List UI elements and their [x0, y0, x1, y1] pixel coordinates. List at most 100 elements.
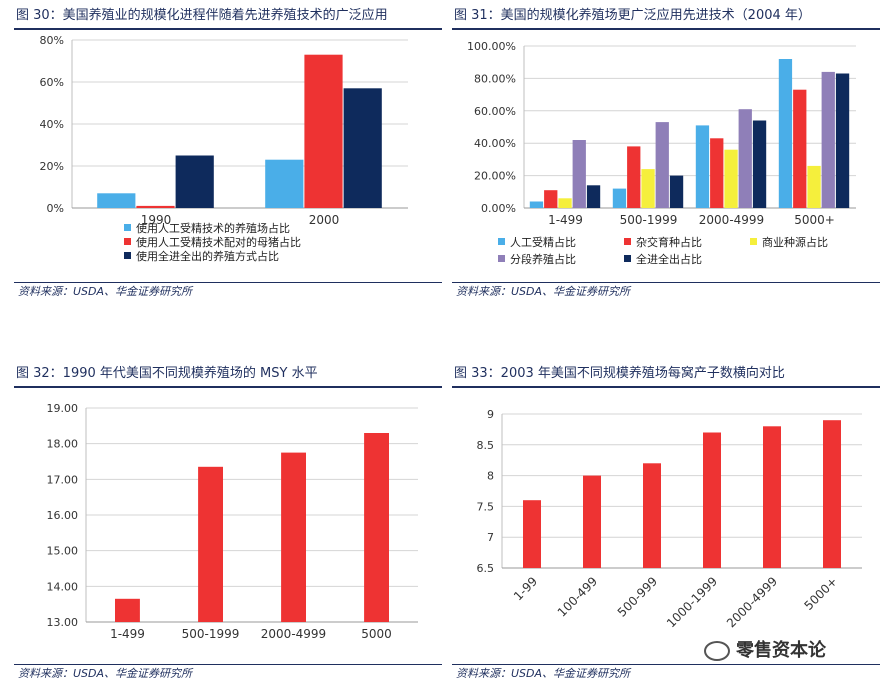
fig31-bar [695, 125, 710, 208]
figure-33-panel: 图 33：2003 年美国不同规模养殖场每窝产子数横向对比 6.5 7 7.5 8 8.… [452, 362, 880, 686]
fig31-bar [724, 149, 738, 208]
fig32-bar [364, 433, 389, 622]
fig30-legend-label: 使用人工受精技术配对的母猪占比 [136, 235, 301, 249]
fig33-bar [523, 500, 541, 568]
fig31-bar [835, 73, 850, 208]
fig30-ytick-label: 80% [40, 34, 64, 47]
fig33-bar [643, 463, 661, 568]
fig32-ytick-label: 16.00 [47, 509, 79, 522]
fig31-bar [738, 109, 752, 208]
watermark: 零售资本论 [704, 636, 880, 666]
fig30-legend-label: 使用全进全出的养殖方式占比 [136, 249, 279, 263]
figure-31-title: 图 31：美国的规模化养殖场更广泛应用先进技术（2004 年） [452, 4, 880, 30]
fig30-ytick-label: 60% [40, 76, 64, 89]
fig33-bar [823, 420, 841, 568]
fig32-xtick-label: 5000 [361, 627, 392, 641]
fig30-legend-swatch [124, 238, 131, 245]
fig31-bar [655, 122, 669, 208]
fig31-xtick-label: 5000+ [794, 213, 835, 227]
fig31-ytick-label: 100.00% [467, 40, 516, 53]
fig31-bar [558, 198, 572, 208]
fig30-bar [265, 159, 304, 208]
fig31-bar [778, 59, 793, 208]
fig30-legend-swatch [124, 252, 131, 259]
figure-33-source: 资料来源：USDA、华金证券研究所 [452, 664, 880, 684]
fig31-legend-label: 全进全出占比 [636, 252, 702, 266]
figure-33-chart: 6.5 7 7.5 8 8.5 9 1-99 100-499 500-999 1000-1999 2… [477, 408, 862, 630]
fig33-ytick-label: 8.5 [477, 439, 495, 452]
fig33-bar [583, 475, 601, 568]
figure-32-title: 图 32：1990 年代美国不同规模养殖场的 MSY 水平 [14, 362, 442, 388]
fig30-ytick-label: 20% [40, 160, 64, 173]
figure-33-title: 图 33：2003 年美国不同规模养殖场每窝产子数横向对比 [452, 362, 880, 388]
figure-30-title: 图 30：美国养殖业的规模化进程伴随着先进养殖技术的广泛应用 [14, 4, 442, 30]
figure-31-panel: 图 31：美国的规模化养殖场更广泛应用先进技术（2004 年） 0.00% 20.… [452, 4, 880, 304]
fig31-ytick-label: 80.00% [474, 72, 516, 85]
figure-31-chart: 0.00% 20.00% 40.00% 60.00% 80.00% 100.00% 1-49… [467, 40, 856, 266]
fig31-bar [627, 146, 641, 208]
figure-30-source: 资料来源：USDA、华金证券研究所 [14, 282, 442, 302]
fig30-bar [97, 193, 136, 208]
fig31-xtick-label: 2000-4999 [699, 213, 764, 227]
fig33-ytick-label: 6.5 [477, 562, 495, 575]
fig31-legend-label: 杂交育种占比 [636, 235, 702, 249]
fig31-legend-swatch [750, 238, 757, 245]
fig31-bar [807, 165, 821, 208]
fig31-bar [752, 120, 767, 208]
fig30-bar [304, 54, 343, 209]
fig30-bar [136, 205, 175, 208]
fig31-bar [586, 185, 601, 208]
fig31-ytick-label: 60.00% [474, 105, 516, 118]
figure-31-source: 资料来源：USDA、华金证券研究所 [452, 282, 880, 302]
fig31-bar [529, 201, 544, 208]
fig31-xtick-label: 1-499 [548, 213, 583, 227]
fig32-bar [281, 452, 306, 622]
fig31-bar [669, 175, 684, 208]
fig33-xtick-label: 2000-4999 [724, 574, 780, 630]
fig31-xtick-label: 500-1999 [620, 213, 678, 227]
fig32-ytick-label: 15.00 [47, 545, 79, 558]
fig31-bar [612, 188, 627, 208]
fig30-ytick-label: 40% [40, 118, 64, 131]
fig33-ytick-label: 8 [487, 470, 494, 483]
fig31-legend-swatch [624, 238, 631, 245]
fig33-xtick-label: 1-99 [511, 574, 540, 603]
fig33-xtick-label: 100-499 [555, 574, 600, 619]
fig31-legend-swatch [498, 255, 505, 262]
fig31-legend-swatch [624, 255, 631, 262]
fig32-ytick-label: 13.00 [47, 616, 79, 629]
fig33-xtick-label: 500-999 [615, 574, 660, 619]
fig30-legend-label: 使用人工受精技术的养殖场占比 [136, 221, 290, 235]
fig33-ytick-label: 9 [487, 408, 494, 421]
fig30-xtick-label: 1990 [141, 213, 172, 227]
fig32-bar [198, 466, 223, 622]
fig31-legend-label: 分段养殖占比 [510, 252, 576, 266]
figure-32-chart: 13.00 14.00 15.00 16.00 17.00 18.00 19.00 1-499… [47, 402, 418, 641]
fig31-bar [793, 89, 807, 208]
fig32-ytick-label: 19.00 [47, 402, 79, 415]
fig30-bar [175, 155, 214, 208]
fig33-bar [763, 426, 781, 568]
fig30-legend-swatch [124, 224, 131, 231]
fig32-ytick-label: 18.00 [47, 438, 79, 451]
fig31-bar [821, 71, 835, 209]
fig33-xtick-label: 5000+ [802, 574, 841, 613]
fig31-bar [641, 169, 655, 208]
fig30-ytick-label: 0% [47, 202, 64, 215]
fig31-ytick-label: 40.00% [474, 137, 516, 150]
wechat-icon [704, 641, 730, 661]
fig32-bar [115, 598, 140, 622]
fig33-ytick-label: 7 [487, 531, 494, 544]
fig31-legend-label: 商业种源占比 [762, 235, 828, 249]
figure-32-source: 资料来源：USDA、华金证券研究所 [14, 664, 442, 684]
fig31-legend-swatch [498, 238, 505, 245]
fig30-xtick-label: 2000 [309, 213, 340, 227]
fig32-ytick-label: 14.00 [47, 580, 79, 593]
fig32-xtick-label: 1-499 [110, 627, 145, 641]
fig31-legend-label: 人工受精占比 [510, 235, 576, 249]
fig32-ytick-label: 17.00 [47, 473, 79, 486]
fig32-xtick-label: 500-1999 [182, 627, 240, 641]
figure-30-panel: 图 30：美国养殖业的规模化进程伴随着先进养殖技术的广泛应用 0% 20% 40% 6… [14, 4, 442, 304]
fig32-xtick-label: 2000-4999 [261, 627, 326, 641]
fig31-ytick-label: 20.00% [474, 170, 516, 183]
